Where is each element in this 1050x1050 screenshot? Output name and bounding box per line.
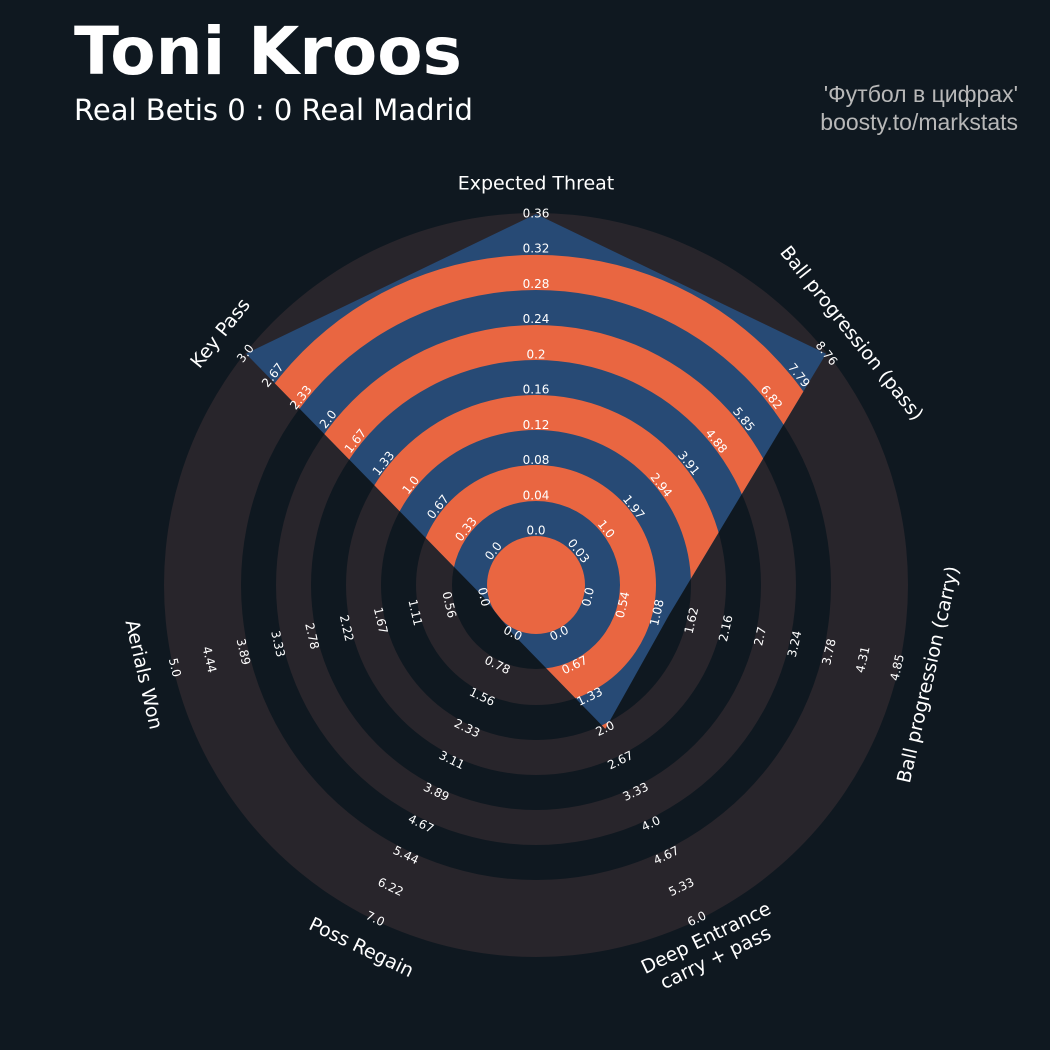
tick-label: 3.33 — [268, 629, 288, 658]
tick-label: 2.78 — [302, 622, 322, 651]
tick-label: 0.08 — [523, 453, 550, 467]
tick-label: 2.7 — [751, 625, 769, 647]
axis-label: Expected Threat — [458, 173, 615, 195]
tick-label: 0.12 — [523, 418, 550, 432]
tick-label: 4.31 — [853, 645, 873, 674]
tick-label: 0.24 — [523, 312, 550, 326]
tick-label: 0.36 — [523, 207, 550, 221]
tick-label: 4.44 — [200, 645, 220, 674]
tick-label: 0.32 — [523, 242, 550, 256]
tick-label: 2.16 — [716, 614, 736, 643]
credit: boosty.to/markstats — [820, 109, 1018, 135]
tick-label: 1.67 — [371, 606, 391, 635]
tick-label: 0.54 — [613, 590, 633, 619]
tick-label: 0.04 — [523, 488, 550, 502]
tick-label: 4.85 — [887, 653, 907, 682]
tick-label: 0.56 — [439, 590, 459, 619]
tick-label: 0.0 — [526, 524, 545, 538]
chart-title: Toni Kroos — [74, 13, 462, 90]
tick-label: 3.89 — [234, 637, 254, 666]
tick-label: 0.28 — [523, 277, 550, 291]
tick-label: 1.08 — [647, 598, 667, 627]
tick-label: 0.0 — [579, 586, 597, 608]
tick-label: 1.62 — [682, 606, 702, 635]
highlight-ring — [487, 536, 585, 634]
tick-label: 5.0 — [166, 657, 184, 679]
credit: 'Футбол в цифрах' — [824, 81, 1018, 107]
chart-subtitle: Real Betis 0 : 0 Real Madrid — [74, 93, 473, 127]
tick-label: 0.16 — [523, 383, 550, 397]
tick-label: 0.2 — [526, 347, 545, 361]
tick-label: 0.0 — [475, 586, 493, 608]
tick-label: 3.78 — [819, 637, 839, 666]
tick-label: 1.11 — [405, 598, 425, 627]
tick-label: 3.24 — [785, 629, 805, 658]
tick-label: 2.22 — [337, 614, 357, 643]
